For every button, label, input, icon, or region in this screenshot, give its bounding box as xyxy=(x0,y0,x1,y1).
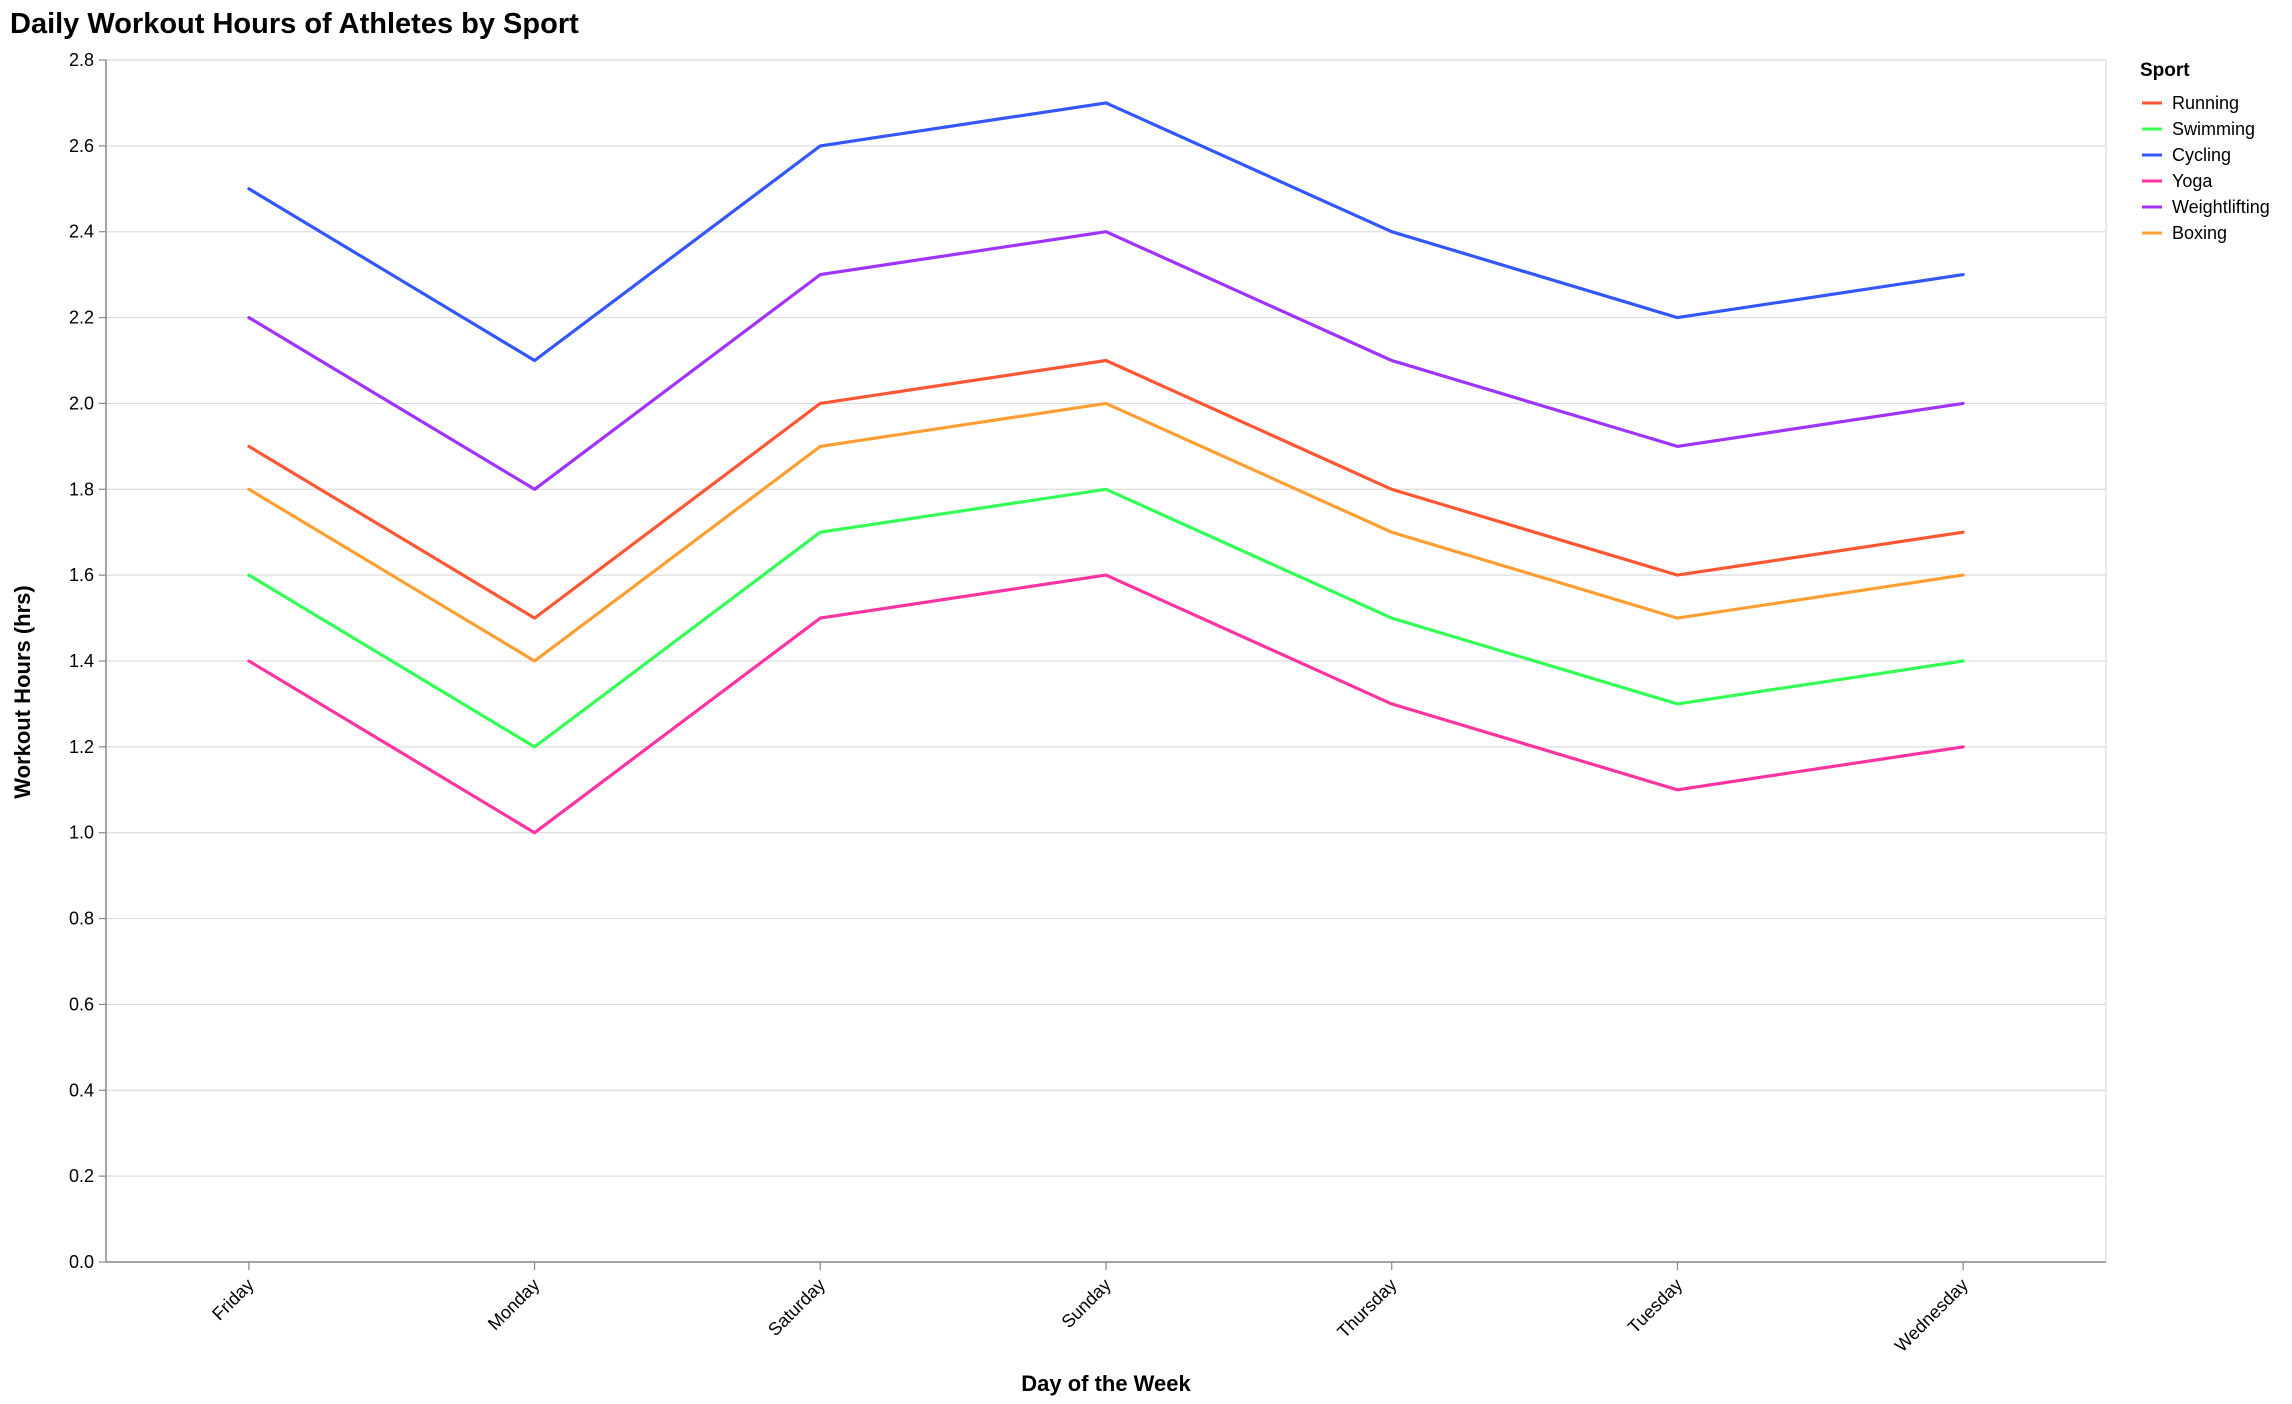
legend-label-swimming: Swimming xyxy=(2172,119,2255,139)
x-axis-title: Day of the Week xyxy=(1021,1371,1191,1396)
y-tick-label: 1.2 xyxy=(69,737,94,757)
x-tick-label: Sunday xyxy=(1058,1275,1115,1332)
y-tick-label: 2.2 xyxy=(69,308,94,328)
series-lines xyxy=(247,101,1965,835)
series-line-running xyxy=(247,358,1965,620)
gridlines xyxy=(106,59,2107,1263)
series-line-swimming xyxy=(247,487,1965,749)
y-tick-label: 1.6 xyxy=(69,565,94,585)
legend-label-cycling: Cycling xyxy=(2172,145,2231,165)
series-line-weightlifting xyxy=(247,230,1965,491)
y-axis-title: Workout Hours (hrs) xyxy=(10,585,35,798)
axes: 0.0 0.2 0.4 0.6 0.8 1.0 1.2 1.4 1.6 1.8 2.0 2.2 2.4 2… xyxy=(69,50,2106,1356)
x-tick-label: Saturday xyxy=(764,1275,829,1340)
x-tick-label: Monday xyxy=(484,1275,543,1334)
y-tick-label: 2.8 xyxy=(69,50,94,70)
x-tick-label: Tuesday xyxy=(1624,1275,1686,1337)
y-tick-label: 2.0 xyxy=(69,393,94,413)
y-tick-label: 2.4 xyxy=(69,222,94,242)
y-tick-label: 1.8 xyxy=(69,479,94,499)
x-tick-label: Thursday xyxy=(1333,1275,1400,1342)
legend-label-boxing: Boxing xyxy=(2172,223,2227,243)
series-line-yoga xyxy=(247,573,1965,835)
series-line-cycling xyxy=(247,101,1965,363)
legend-label-yoga: Yoga xyxy=(2172,171,2213,191)
y-tick-label: 0.2 xyxy=(69,1166,94,1186)
y-tick-label: 2.6 xyxy=(69,136,94,156)
y-tick-label: 0.8 xyxy=(69,909,94,929)
y-tick-label: 0.0 xyxy=(69,1252,94,1272)
x-tick-label: Friday xyxy=(208,1275,258,1325)
legend-label-running: Running xyxy=(2172,93,2239,113)
legend-label-weightlifting: Weightlifting xyxy=(2172,197,2270,217)
y-tick-label: 1.0 xyxy=(69,823,94,843)
chart-title: Daily Workout Hours of Athletes by Sport xyxy=(10,8,579,40)
legend: Sport Running Swimming Cycling Yoga Weightli… xyxy=(2140,60,2270,243)
y-tick-label: 0.4 xyxy=(69,1080,94,1100)
y-tick-label: 0.6 xyxy=(69,994,94,1014)
legend-title: Sport xyxy=(2140,60,2190,81)
y-tick-label: 1.4 xyxy=(69,651,94,671)
series-line-boxing xyxy=(247,401,1965,663)
x-tick-label: Wednesday xyxy=(1891,1275,1972,1356)
